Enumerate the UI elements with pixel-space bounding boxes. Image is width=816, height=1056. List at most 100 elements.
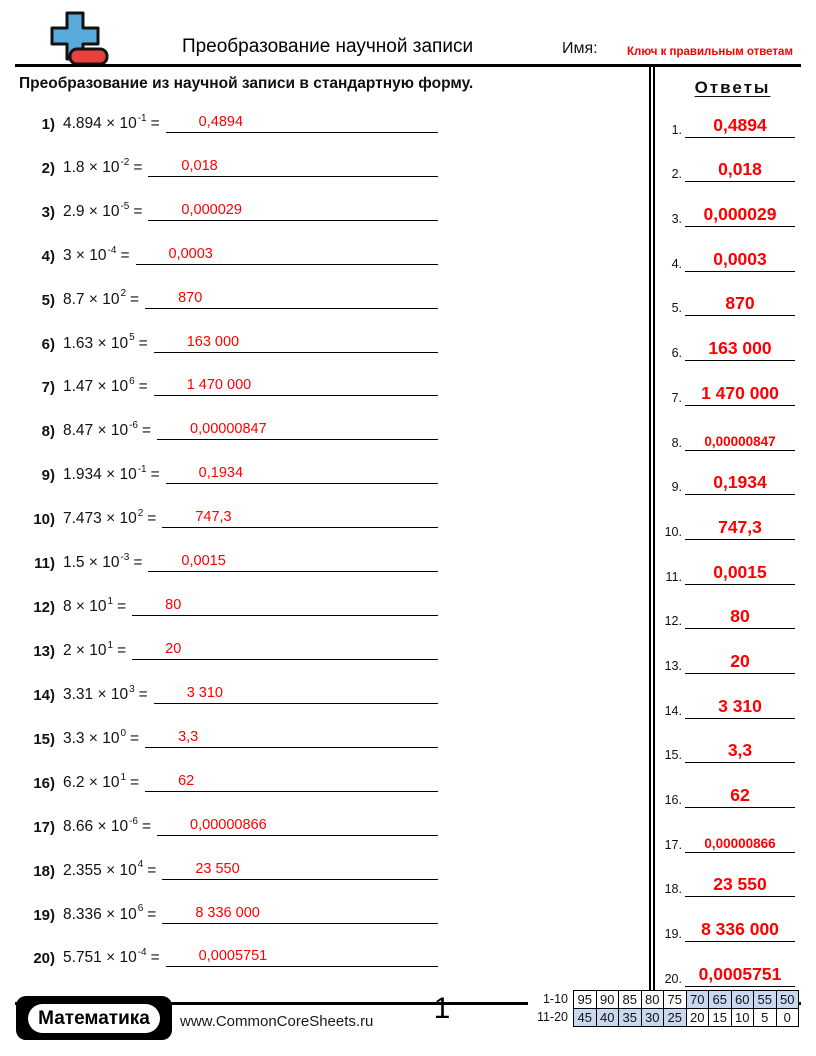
- answer-number: 8.: [671, 435, 682, 450]
- problems-list: 1) 4.894 × 10-1 = 0,4894 2) 1.8 × 10-2 = 0…: [20, 92, 438, 970]
- page-title: Преобразование научной записи: [181, 36, 474, 57]
- answer-value: 747,3: [685, 517, 795, 540]
- problem-number: 20): [33, 950, 55, 968]
- problem-expression: 5.751 × 10-4 =: [63, 947, 160, 967]
- answer-blank: 1 470 000: [153, 377, 438, 397]
- answer-value: 23 550: [685, 874, 795, 898]
- page-number: 1: [433, 992, 451, 1025]
- problem-number: 6): [41, 335, 55, 353]
- score-cell: 35: [618, 1008, 642, 1027]
- exponent: 2: [137, 508, 144, 520]
- score-cell: 30: [640, 1008, 664, 1027]
- answer-blank: 0,4894: [165, 114, 438, 133]
- score-cell: 20: [685, 1008, 709, 1027]
- problem-expression: 8.7 × 102 =: [63, 288, 139, 309]
- answer-number: 1.: [671, 122, 682, 137]
- answer-blank: 8 336 000: [162, 905, 438, 924]
- answer-number: 2.: [671, 167, 682, 182]
- problem-expression: 1.47 × 106 =: [63, 377, 148, 396]
- answer-row: 6. 163 000: [657, 319, 805, 364]
- answer-value: 3,3: [685, 740, 795, 764]
- score-cell: 0: [775, 1008, 799, 1027]
- problem-expression: 3 × 10-4 =: [63, 244, 130, 265]
- exponent: 1: [120, 771, 127, 783]
- exponent: -3: [120, 551, 130, 563]
- expression-lead: 1.47 × 10: [63, 378, 129, 396]
- answer-blank: 0,00000847: [157, 421, 438, 441]
- score-cell: 45: [573, 1008, 597, 1027]
- answer-blank: 0,0003: [135, 246, 438, 265]
- exponent: -4: [137, 947, 147, 959]
- answer-value: 8 336 000: [685, 919, 795, 943]
- answer-blank: 0,018: [148, 158, 438, 177]
- answer-value: 62: [685, 785, 795, 808]
- equals-sign: =: [138, 685, 148, 703]
- answer-blank: 0,1934: [165, 465, 438, 485]
- answer-number: 4.: [671, 256, 682, 271]
- score-cell: 5: [753, 1008, 777, 1027]
- score-table: 1-10 95 90 85 80 75 70 65 60 55 50 11-20 45 40 35 30 25 2…: [528, 990, 799, 1027]
- exponent: -6: [129, 815, 138, 827]
- equals-sign: =: [141, 422, 152, 440]
- problem-row: 18) 2.355 × 104 = 23 550: [20, 839, 438, 883]
- expression-lead: 2.355 × 10: [63, 861, 137, 879]
- answer-blank: 3,3: [145, 729, 438, 748]
- exponent: 2: [120, 288, 127, 300]
- answer-value: 20: [685, 651, 795, 674]
- footer-rule: [15, 1002, 801, 1005]
- name-label: Имя:: [562, 40, 598, 57]
- score-cell: 10: [730, 1008, 754, 1027]
- expression-lead: 1.8 × 10: [63, 158, 120, 176]
- score-cell: 75: [663, 990, 687, 1009]
- problem-row: 15) 3.3 × 100 = 3,3: [20, 707, 438, 751]
- problem-row: 1) 4.894 × 10-1 = 0,4894: [20, 92, 438, 136]
- math-logo: Математика: [16, 996, 172, 1040]
- exponent: -4: [107, 244, 117, 256]
- answer-blank: 20: [132, 641, 438, 660]
- problem-number: 2): [41, 159, 55, 177]
- exponent: 4: [137, 859, 144, 871]
- problem-number: 15): [33, 730, 55, 748]
- score-row-label: 1-10: [528, 990, 574, 1009]
- answer-value: 0,00000866: [685, 836, 795, 853]
- exponent: -5: [120, 200, 130, 212]
- problem-expression: 3.3 × 100 =: [63, 728, 140, 748]
- answer-number: 3.: [671, 212, 682, 227]
- problem-row: 16) 6.2 × 101 = 62: [20, 751, 438, 795]
- answer-row: 17. 0,00000866: [657, 811, 805, 856]
- answer-row: 12. 80: [657, 588, 805, 633]
- problem-row: 4) 3 × 10-4 = 0,0003: [20, 224, 438, 268]
- answer-number: 10.: [664, 524, 682, 539]
- exponent: -6: [129, 420, 138, 432]
- problem-row: 3) 2.9 × 10-5 = 0,000029: [20, 180, 438, 224]
- problem-row: 2) 1.8 × 10-2 = 0,018: [20, 136, 438, 180]
- problem-number: 12): [33, 599, 55, 617]
- equals-sign: =: [147, 861, 157, 879]
- problem-row: 8) 8.47 × 10-6 = 0,00000847: [20, 399, 438, 443]
- problem-expression: 2 × 101 =: [63, 640, 127, 660]
- score-cell: 15: [708, 1008, 732, 1027]
- score-cell: 55: [753, 990, 777, 1009]
- answers-divider: [649, 66, 655, 1004]
- answer-blank: 0,0015: [148, 553, 438, 573]
- expression-lead: 8.47 × 10: [63, 422, 129, 440]
- score-cell: 90: [595, 990, 619, 1009]
- answer-blank: 163 000: [153, 334, 438, 353]
- answer-number: 20.: [664, 971, 682, 986]
- answer-blank: 23 550: [162, 861, 438, 880]
- problem-expression: 8.336 × 106 =: [63, 904, 156, 924]
- problem-row: 11) 1.5 × 10-3 = 0,0015: [20, 531, 438, 575]
- problem-number: 17): [33, 818, 55, 836]
- score-cell: 65: [708, 990, 732, 1009]
- problem-number: 18): [33, 862, 55, 880]
- equals-sign: =: [130, 729, 140, 747]
- equals-sign: =: [117, 641, 127, 659]
- equals-sign: =: [130, 773, 140, 791]
- answer-number: 15.: [664, 748, 682, 763]
- exponent: -1: [137, 464, 147, 476]
- answer-row: 18. 23 550: [657, 856, 805, 901]
- problem-expression: 8.66 × 10-6 =: [63, 815, 151, 836]
- score-cell: 25: [663, 1008, 687, 1027]
- answer-number: 14.: [664, 703, 682, 718]
- expression-lead: 5.751 × 10: [63, 949, 137, 967]
